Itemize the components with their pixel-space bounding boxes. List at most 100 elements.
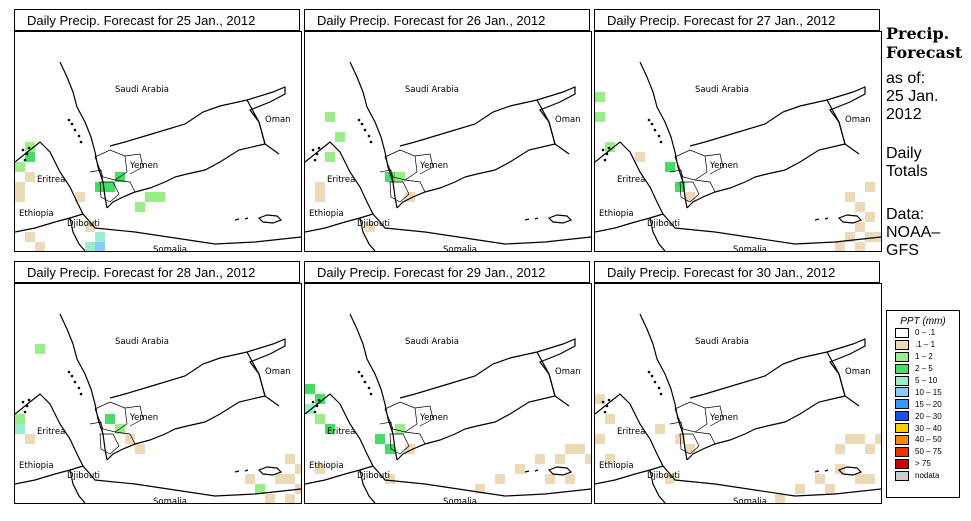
boundary-line — [257, 214, 283, 224]
precip-legend: PPT (mm) 0 – .1 .1 – 1 1 – 2 2 – 5 5 – 10 10 … — [886, 310, 960, 498]
forecast-map: Saudi Arabia Oman Yemen Eritrea Ethiopia Djib… — [594, 31, 882, 252]
admin-boundary — [414, 153, 434, 175]
precip-cell — [35, 242, 45, 251]
precip-cell — [845, 192, 855, 202]
precip-cell — [245, 474, 255, 484]
precip-cell — [335, 132, 345, 142]
map-label-djibouti: Djibouti — [67, 471, 100, 481]
boundary-line — [649, 469, 666, 503]
admin-boundary — [379, 421, 394, 435]
asof-label: as of: — [886, 70, 926, 87]
map-canvas: Saudi Arabia Oman Yemen Eritrea Ethiopia Djib… — [305, 61, 591, 251]
forecast-panel: Daily Precip. Forecast for 30 Jan., 2012… — [594, 261, 882, 508]
precip-cell — [595, 112, 605, 122]
legend-label: 40 – 50 — [915, 435, 942, 445]
boundary-line — [689, 86, 866, 178]
map-label-somalia: Somalia — [733, 497, 767, 503]
boundary-line — [826, 99, 860, 155]
island-mark — [77, 134, 81, 138]
legend-item: 0 – .1 — [895, 327, 959, 339]
legend-label: 15 – 20 — [915, 399, 942, 409]
precip-cell — [865, 474, 875, 484]
island-mark — [360, 122, 364, 126]
precip-cell — [295, 464, 301, 474]
precip-cell — [655, 424, 665, 434]
island-mark — [27, 398, 31, 402]
island-mark — [657, 386, 661, 390]
admin-boundary — [679, 181, 700, 203]
sidebar-title-line: Forecast — [886, 43, 963, 62]
map-label-ethiopia: Ethiopia — [309, 461, 344, 471]
island-mark — [311, 148, 315, 152]
boundary-line — [639, 313, 688, 461]
precip-cell — [15, 424, 25, 434]
admin-boundary — [404, 179, 426, 198]
admin-boundary — [704, 405, 724, 427]
island-mark — [657, 134, 661, 138]
precip-cell — [145, 192, 155, 202]
island-mark — [650, 122, 654, 126]
precip-cell — [825, 484, 835, 494]
admin-boundary — [94, 149, 128, 181]
precip-cell — [275, 474, 285, 484]
island-mark — [647, 118, 651, 122]
map-label-oman: Oman — [555, 115, 581, 125]
island-mark — [70, 122, 74, 126]
boundary-line — [595, 213, 664, 233]
precip-cell — [395, 172, 405, 182]
boundary-line — [536, 99, 570, 155]
precip-cell — [835, 444, 845, 454]
admin-boundary — [124, 153, 144, 175]
precip-cell — [605, 142, 615, 152]
admin-boundary — [694, 431, 716, 450]
boundary-line — [69, 217, 86, 251]
admin-boundary — [669, 169, 684, 183]
island-mark — [607, 146, 611, 150]
boundary-line — [399, 86, 576, 178]
sidebar-title-line: Precip. — [886, 24, 950, 43]
map-label-yemen: Yemen — [419, 161, 448, 171]
island-mark — [367, 134, 371, 138]
legend-swatch — [895, 470, 909, 481]
forecast-panel: Daily Precip. Forecast for 25 Jan., 2012… — [14, 9, 302, 256]
period-line: Daily — [886, 145, 922, 162]
legend-label: .1 – 1 — [915, 340, 936, 350]
map-label-somalia: Somalia — [443, 245, 477, 251]
precip-cell — [535, 454, 545, 464]
legend-item: 5 – 10 — [895, 375, 959, 387]
legend-label: 20 – 30 — [915, 411, 942, 421]
boundary-line — [547, 466, 573, 476]
island-mark — [603, 158, 607, 162]
island-mark — [647, 370, 651, 374]
island-mark — [369, 392, 373, 396]
forecast-map: Saudi Arabia Oman Yemen Eritrea Ethiopia Djib… — [594, 283, 882, 504]
precip-cell — [385, 474, 395, 484]
precip-cell — [315, 464, 325, 474]
precip-cell — [565, 474, 575, 484]
island-mark — [659, 140, 663, 144]
island-mark — [603, 410, 607, 414]
map-label-somalia: Somalia — [153, 245, 187, 251]
precip-cell — [405, 444, 415, 454]
precip-cell — [865, 212, 875, 222]
precip-cell — [405, 192, 415, 202]
island-mark — [315, 152, 319, 156]
legend-item: nodata — [895, 470, 959, 482]
island-mark — [317, 398, 321, 402]
precip-cell — [855, 222, 865, 232]
precip-cell — [635, 152, 645, 162]
boundary-line — [837, 214, 863, 224]
legend-label: 2 – 5 — [915, 364, 933, 374]
island-mark — [653, 128, 657, 132]
boundary-line — [257, 466, 283, 476]
boundary-line — [547, 214, 573, 224]
boundary-line — [814, 218, 820, 221]
precip-cell — [845, 434, 855, 444]
admin-boundary — [89, 169, 104, 183]
map-label-ethiopia: Ethiopia — [599, 209, 634, 219]
island-mark — [73, 128, 77, 132]
precip-cell — [155, 192, 165, 202]
sidebar-source: Data: NOAA– GFS — [886, 206, 940, 260]
admin-boundary — [384, 401, 418, 433]
precip-cell — [845, 232, 855, 242]
